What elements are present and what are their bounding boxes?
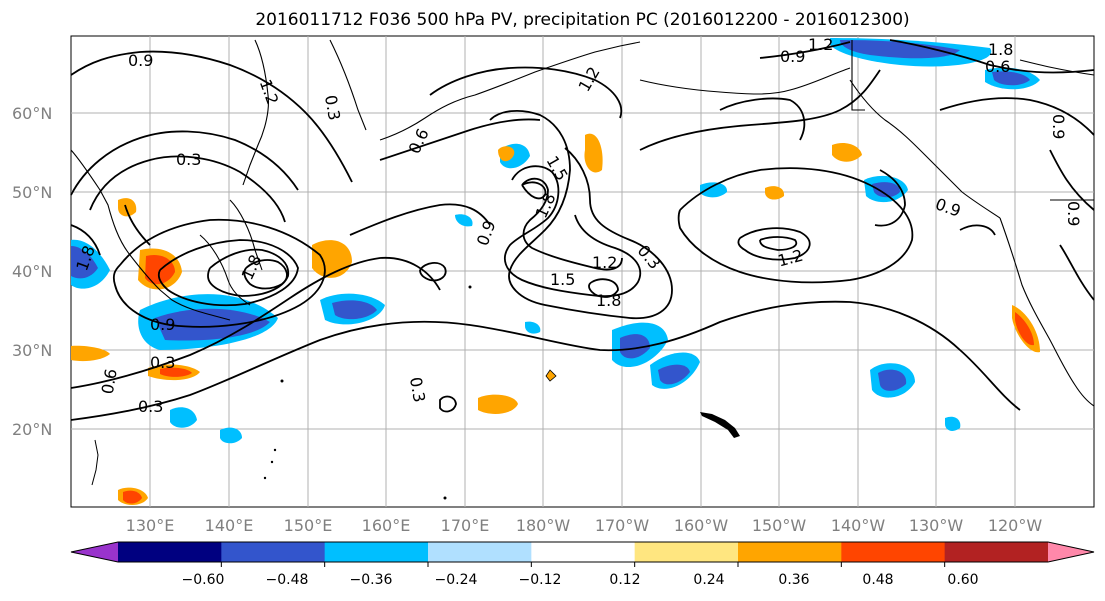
contour-label: 0.9 [780, 47, 805, 66]
colorbar-segment [428, 542, 532, 562]
colorbar-extend-max [1048, 542, 1094, 562]
colorbar-tick-label: −0.24 [434, 572, 478, 588]
colorbar-extend-min [71, 542, 118, 562]
colorbar-segment [531, 542, 636, 562]
map-title: 2016011712 F036 500 hPa PV, precipitatio… [255, 10, 910, 30]
islands [91, 285, 740, 500]
colorbar-outline [70, 541, 1095, 563]
colorbar-segment [944, 542, 1049, 562]
precip-shading [71, 38, 1040, 506]
colorbar-tick-label: 0.24 [693, 572, 725, 588]
contour-label: 0.6 [985, 57, 1010, 76]
contour-label: 0.6 [98, 367, 121, 395]
contour-label: 1.5 [550, 270, 575, 289]
lon-label-150w: 150°W [751, 516, 807, 535]
contour-label: 1.8 [988, 40, 1013, 59]
contour-label: 0.9 [128, 51, 153, 70]
lon-label-130w: 130°W [908, 516, 964, 535]
colorbar-tick-label: 0.60 [947, 572, 979, 588]
contour-label: 0.3 [406, 376, 429, 404]
colorbar-tick-label: −0.48 [265, 572, 309, 588]
contour-label: 0.3 [150, 353, 175, 372]
lon-label-120w: 120°W [987, 516, 1043, 535]
lon-label-130e: 130°E [125, 516, 175, 535]
pv-contours [70, 39, 1095, 421]
colorbar-segment [738, 542, 842, 562]
lon-label-170w: 170°W [594, 516, 650, 535]
colorbar-segment [221, 542, 326, 562]
colorbar-tick-label: −0.36 [349, 572, 393, 588]
contour-label: 0.3 [138, 397, 163, 416]
colorbar-segment [324, 542, 429, 562]
colorbar-segment [634, 542, 739, 562]
contour-label: 0.9 [150, 315, 175, 334]
gridlines [71, 36, 1094, 507]
lat-label-50n: 50°N [12, 183, 53, 202]
colorbar-tick-label: −0.60 [181, 572, 225, 588]
lat-label-30n: 30°N [12, 341, 53, 360]
lon-label-160w: 160°W [673, 516, 729, 535]
colorbar-tick-label: 0.36 [778, 572, 810, 588]
colorbar-segment [841, 542, 946, 562]
contour-label: 0.3 [176, 150, 201, 169]
colorbar-tick-label: 0.48 [862, 572, 894, 588]
contour-label: 0.9 [1049, 114, 1068, 139]
contour-label: 0.9 [1064, 201, 1083, 226]
lon-label-170e: 170°E [440, 516, 490, 535]
lat-label-60n: 60°N [12, 104, 53, 123]
lon-label-140w: 140°W [830, 516, 886, 535]
lat-label-40n: 40°N [12, 262, 53, 281]
lon-label-150e: 150°E [283, 516, 333, 535]
lon-label-180w: 180°W [515, 516, 571, 535]
contour-label: 1.8 [596, 291, 621, 310]
colorbar-segment [118, 542, 222, 562]
contour-label: 1.2 [808, 35, 833, 54]
coastlines [70, 39, 1095, 407]
lon-label-160e: 160°E [361, 516, 411, 535]
lat-label-20n: 20°N [12, 420, 53, 439]
contour-label: 1.2 [592, 253, 617, 272]
contour-label: 0.3 [321, 94, 344, 122]
colorbar-tick-label: 0.12 [609, 572, 641, 588]
lon-label-140e: 140°E [204, 516, 254, 535]
colorbar-tick-label: −0.12 [518, 572, 562, 588]
